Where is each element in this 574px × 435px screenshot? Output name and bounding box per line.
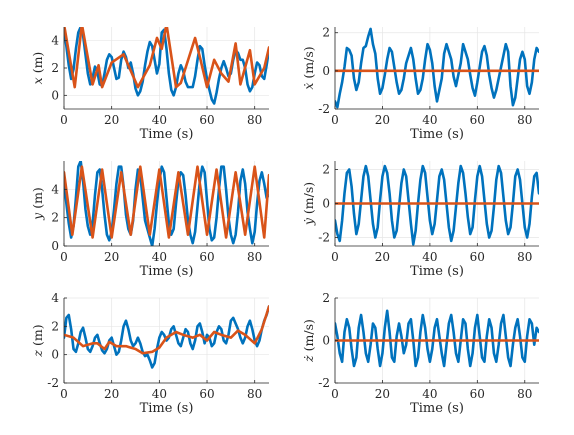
x-tick-label: 20 <box>104 250 119 264</box>
x-tick-label: 20 <box>375 387 390 401</box>
y-tick-label: 0 <box>51 239 59 253</box>
x-tick-label: 20 <box>104 387 119 401</box>
x-tick-label: 80 <box>247 387 262 401</box>
y-tick-label: -2 <box>47 376 59 390</box>
x-tick-label: 60 <box>199 387 214 401</box>
x-tick-label: 60 <box>470 113 485 127</box>
y-tick-label: 0 <box>322 334 330 348</box>
x-axis-label: Time (s) <box>140 127 194 142</box>
x-tick-label: 60 <box>470 387 485 401</box>
x-tick-label: 0 <box>331 113 339 127</box>
x-tick-label: 20 <box>375 113 390 127</box>
x-tick-label: 20 <box>375 250 390 264</box>
y-tick-label: 2 <box>322 163 330 177</box>
y-axis-label: x (m) <box>30 52 45 85</box>
y-tick-label: -2 <box>318 102 330 116</box>
x-axis-label: Time (s) <box>410 127 464 142</box>
x-tick-label: 0 <box>60 113 68 127</box>
series-line-2 <box>64 165 269 239</box>
y-tick-label: 2 <box>322 291 330 305</box>
series-line-1 <box>64 305 269 369</box>
series-line-2 <box>64 27 269 89</box>
y-tick-label: -2 <box>318 376 330 390</box>
x-tick-label: 40 <box>422 113 437 127</box>
series-line-2 <box>64 305 269 355</box>
series-line-1 <box>335 164 539 246</box>
y-tick-label: 2 <box>51 61 59 75</box>
x-tick-label: 40 <box>152 250 167 264</box>
y-axis-label: z (m) <box>30 324 45 357</box>
y-tick-label: 2 <box>51 319 59 333</box>
x-tick-label: 40 <box>422 250 437 264</box>
x-axis-label: Time (s) <box>410 264 464 279</box>
x-tick-label: 60 <box>199 250 214 264</box>
x-tick-label: 40 <box>152 113 167 127</box>
x-tick-label: 0 <box>331 387 339 401</box>
x-tick-label: 0 <box>60 250 68 264</box>
y-axis-label: ż (m/s) <box>301 319 316 363</box>
x-tick-label: 60 <box>199 113 214 127</box>
x-tick-label: 0 <box>331 250 339 264</box>
y-tick-label: 0 <box>51 348 59 362</box>
y-tick-label: 4 <box>51 291 59 305</box>
y-tick-label: 4 <box>51 182 59 196</box>
subplot-1: 0 20 40 60 80 0 2 4 Time (s) x (m) <box>30 27 269 142</box>
x-tick-label: 80 <box>517 250 532 264</box>
y-tick-label: -2 <box>318 231 330 245</box>
x-tick-label: 80 <box>517 113 532 127</box>
x-tick-label: 80 <box>247 113 262 127</box>
x-tick-label: 60 <box>470 250 485 264</box>
y-tick-label: 0 <box>322 64 330 78</box>
y-tick-label: 0 <box>51 88 59 102</box>
y-axis-label: y (m) <box>30 187 45 221</box>
y-tick-label: 2 <box>51 211 59 225</box>
y-tick-label: 4 <box>51 34 59 48</box>
y-axis-label: ẏ (m/s) <box>301 182 316 226</box>
x-tick-label: 0 <box>60 387 68 401</box>
x-tick-label: 80 <box>247 250 262 264</box>
x-tick-label: 40 <box>152 387 167 401</box>
y-tick-label: 0 <box>322 197 330 211</box>
subplot-3: 0 20 40 60 80 0 2 4 Time (s) y (m) <box>30 161 269 279</box>
x-tick-label: 40 <box>422 387 437 401</box>
x-axis-label: Time (s) <box>140 264 194 279</box>
x-tick-label: 20 <box>104 113 119 127</box>
series-line-1 <box>64 161 269 246</box>
x-axis-label: Time (s) <box>140 401 194 416</box>
series-line-1 <box>335 309 539 368</box>
x-tick-label: 80 <box>517 387 532 401</box>
y-tick-label: 2 <box>322 26 330 40</box>
series-line-1 <box>335 27 539 109</box>
x-axis-label: Time (s) <box>410 401 464 416</box>
y-axis-label: ẋ (m/s) <box>301 46 316 89</box>
